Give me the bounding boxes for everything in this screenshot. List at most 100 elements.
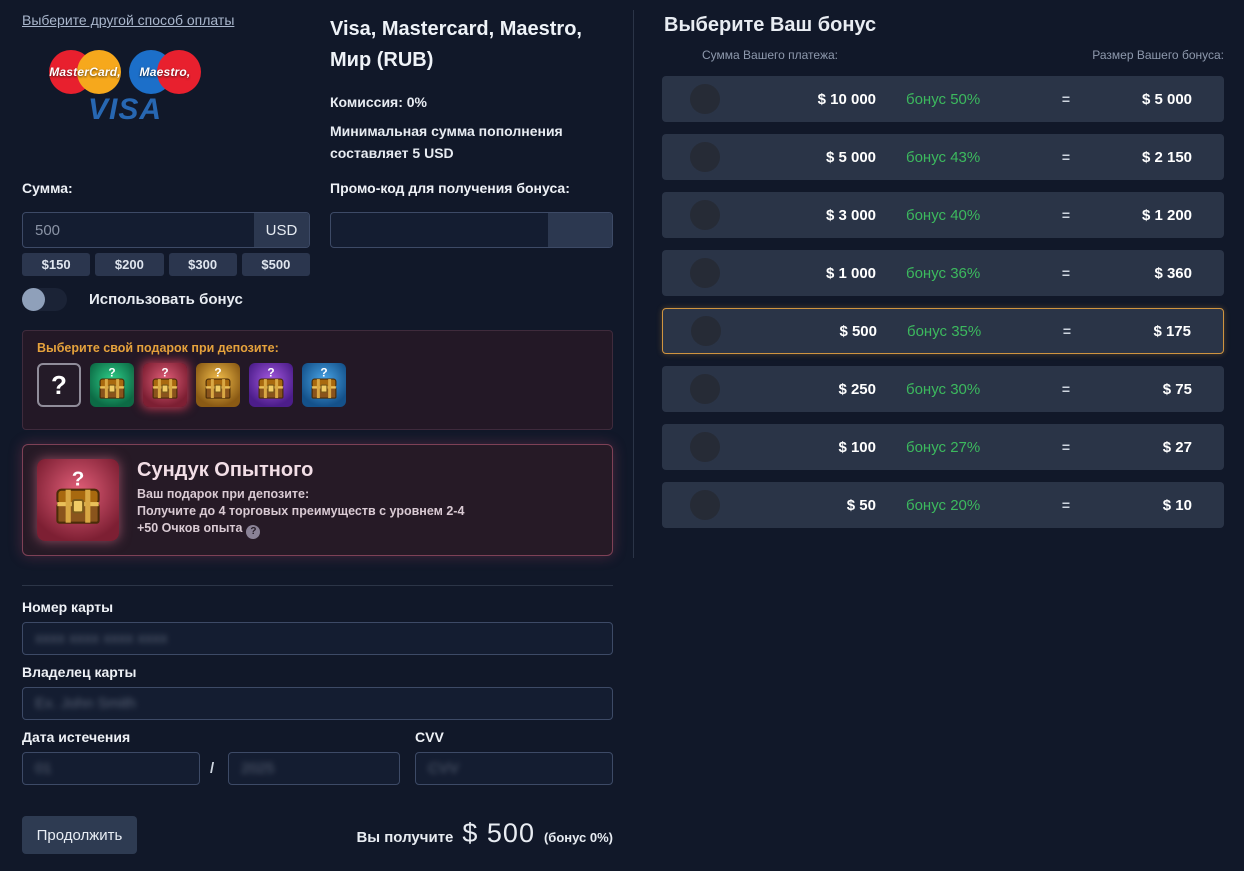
vertical-divider: [633, 10, 634, 558]
radio-button[interactable]: [690, 374, 720, 404]
payment-amount-column-header: Сумма Вашего платежа:: [702, 48, 838, 62]
expiry-month-placeholder: 01: [35, 760, 52, 777]
gift-chooser-label: Выберите свой подарок при депозите:: [37, 341, 279, 355]
continue-button[interactable]: Продолжить: [22, 816, 137, 854]
amount-value: 500: [35, 221, 61, 239]
use-bonus-row: Использовать бонус: [22, 288, 243, 311]
selected-gift-line1: Получите до 4 торговых преимуществ с уро…: [137, 504, 465, 518]
svg-text:?: ?: [267, 366, 274, 380]
svg-text:?: ?: [161, 366, 168, 380]
selected-gift-line2: +50 Очков опыта?: [137, 521, 464, 539]
payment-logos: MasterCard, Maestro, VISA: [49, 50, 201, 127]
receive-summary: Вы получите $ 500 (бонус 0%): [330, 818, 613, 849]
expiry-year-placeholder: 2025: [241, 760, 275, 777]
card-number-input[interactable]: xxxx xxxx xxxx xxxx: [22, 622, 613, 655]
bonus-row-100[interactable]: $ 100 бонус 27% = $ 27: [662, 424, 1224, 470]
expiry-year-input[interactable]: 2025: [228, 752, 400, 785]
radio-button[interactable]: [690, 490, 720, 520]
chest-icon: ?: [152, 366, 178, 399]
equals-sign: =: [1061, 149, 1071, 165]
red-chest-image: ?: [37, 459, 119, 541]
cvv-input[interactable]: CVV: [415, 752, 613, 785]
quick-amount-200[interactable]: $200: [95, 253, 164, 276]
change-payment-method-link[interactable]: Выберите другой способ оплаты: [22, 12, 235, 28]
radio-button[interactable]: [690, 200, 720, 230]
gift-red-chest-tile[interactable]: ?: [143, 363, 187, 407]
gift-purple-chest-tile[interactable]: ?: [249, 363, 293, 407]
bonus-amount: $ 2 150: [1141, 148, 1192, 166]
quick-amount-150[interactable]: $150: [22, 253, 91, 276]
chest-icon: ?: [258, 366, 284, 399]
radio-button[interactable]: [690, 84, 720, 114]
maestro-red-circle: [157, 50, 201, 94]
gift-chooser-panel: Выберите свой подарок при депозите: ? ? …: [22, 330, 613, 430]
bonus-row-500-highlighted[interactable]: $ 500 бонус 35% = $ 175: [662, 308, 1224, 354]
gift-unknown-tile[interactable]: ?: [37, 363, 81, 407]
bonus-row-1000[interactable]: $ 1 000 бонус 36% = $ 360: [662, 250, 1224, 296]
payment-amount: $ 50: [846, 496, 876, 514]
receive-amount: $ 500: [462, 818, 535, 848]
horizontal-divider: [22, 585, 613, 586]
equals-sign: =: [1061, 439, 1071, 455]
radio-button[interactable]: [690, 432, 720, 462]
bonus-row-250[interactable]: $ 250 бонус 30% = $ 75: [662, 366, 1224, 412]
toggle-knob: [22, 288, 45, 311]
card-owner-label: Владелец карты: [22, 664, 137, 680]
expiry-month-input[interactable]: 01: [22, 752, 200, 785]
promo-input-endcap: [548, 213, 612, 247]
card-owner-placeholder: Ex. John Smith: [35, 695, 136, 712]
radio-button[interactable]: [690, 258, 720, 288]
quick-amount-500[interactable]: $500: [241, 253, 310, 276]
selected-gift-texts: Сундук Опытного Ваш подарок при депозите…: [137, 459, 464, 541]
card-owner-input[interactable]: Ex. John Smith: [22, 687, 613, 720]
bonus-row-10000[interactable]: $ 10 000 бонус 50% = $ 5 000: [662, 76, 1224, 122]
gift-gold-chest-tile[interactable]: ?: [196, 363, 240, 407]
equals-sign: =: [1062, 323, 1072, 339]
cvv-placeholder: CVV: [428, 760, 459, 777]
bonus-column-headers: Сумма Вашего платежа: Размер Вашего бону…: [662, 48, 1224, 62]
use-bonus-toggle[interactable]: [22, 288, 67, 311]
quick-amount-300[interactable]: $300: [168, 253, 237, 276]
bonus-row-50[interactable]: $ 50 бонус 20% = $ 10: [662, 482, 1224, 528]
selected-gift-card: ? Сундук Опытного Ваш подарок при депози…: [22, 444, 613, 556]
bonus-percent: бонус 30%: [906, 380, 981, 398]
bonus-panel-title: Выберите Ваш бонус: [664, 14, 877, 36]
gift-blue-chest-tile[interactable]: ?: [302, 363, 346, 407]
mastercard-logo-text: MasterCard,: [49, 65, 121, 79]
currency-suffix: USD: [254, 213, 309, 247]
payment-amount: $ 100: [838, 438, 876, 456]
svg-text:?: ?: [214, 366, 221, 380]
radio-button[interactable]: [691, 316, 721, 346]
bonus-row-5000[interactable]: $ 5 000 бонус 43% = $ 2 150: [662, 134, 1224, 180]
bonus-amount: $ 10: [1162, 496, 1192, 514]
mastercard-orange-circle: [77, 50, 121, 94]
bonus-percent: бонус 50%: [906, 90, 981, 108]
receive-bonus-percent: (бонус 0%): [543, 830, 613, 845]
commission-text: Комиссия: 0%: [330, 94, 428, 110]
bonus-rows: $ 10 000 бонус 50% = $ 5 000 $ 5 000 бон…: [662, 76, 1224, 540]
expiry-separator: /: [210, 760, 215, 777]
maestro-logo: Maestro,: [129, 50, 201, 95]
bonus-row-3000[interactable]: $ 3 000 бонус 40% = $ 1 200: [662, 192, 1224, 238]
question-mark-icon: ?: [51, 369, 67, 400]
bonus-percent: бонус 36%: [906, 264, 981, 282]
payment-method-title: Visa, Mastercard, Maestro, Мир (RUB): [330, 18, 582, 71]
amount-label: Сумма:: [22, 180, 73, 196]
chest-icon: ?: [311, 366, 337, 399]
bonus-amount: $ 175: [1153, 322, 1191, 340]
bonus-amount: $ 5 000: [1141, 90, 1192, 108]
help-icon[interactable]: ?: [246, 524, 261, 539]
payment-amount: $ 5 000: [825, 148, 876, 166]
gift-green-chest-tile[interactable]: ?: [90, 363, 134, 407]
bonus-percent: бонус 40%: [906, 206, 981, 224]
promo-input[interactable]: [330, 212, 613, 248]
payment-amount: $ 3 000: [825, 206, 876, 224]
equals-sign: =: [1061, 207, 1071, 223]
payment-amount: $ 500: [839, 322, 877, 340]
radio-button[interactable]: [690, 142, 720, 172]
amount-input[interactable]: 500 USD: [22, 212, 310, 248]
maestro-logo-text: Maestro,: [139, 65, 191, 79]
bonus-amount: $ 75: [1162, 380, 1192, 398]
bonus-percent: бонус 35%: [907, 322, 982, 340]
